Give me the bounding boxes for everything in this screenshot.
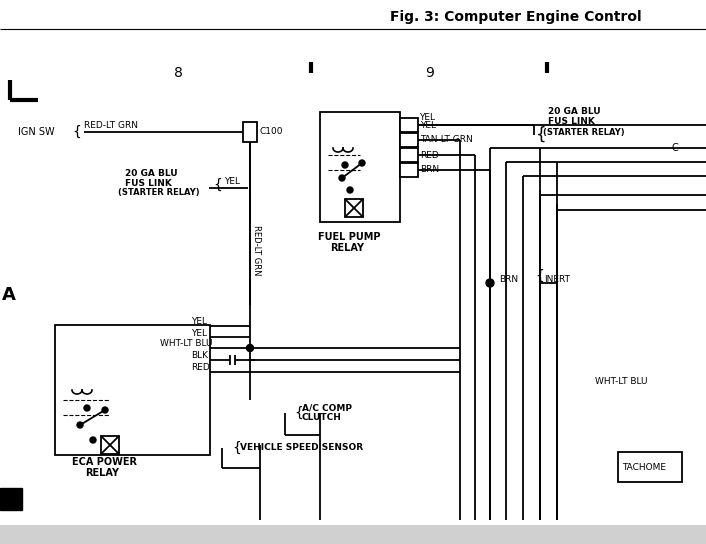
Text: TACHOME: TACHOME (622, 462, 666, 472)
Bar (400, 133, 418, 147)
Text: RED-LT GRN: RED-LT GRN (84, 121, 138, 129)
Text: {: { (232, 441, 241, 455)
Bar (101, 436, 119, 454)
Bar (345, 199, 363, 217)
Text: RED: RED (420, 151, 438, 159)
Circle shape (90, 437, 96, 443)
Text: Fig. 3: Computer Engine Control: Fig. 3: Computer Engine Control (390, 10, 642, 24)
Text: YEL: YEL (420, 121, 436, 129)
Text: BLK: BLK (191, 351, 208, 361)
Bar (618, 452, 682, 482)
Text: {: { (72, 125, 81, 139)
Text: (STARTER RELAY): (STARTER RELAY) (543, 127, 625, 137)
Text: RELAY: RELAY (330, 243, 364, 253)
Bar (400, 148, 418, 162)
Text: {: { (536, 126, 546, 144)
Circle shape (359, 160, 365, 166)
Circle shape (77, 422, 83, 428)
Circle shape (339, 175, 345, 181)
Text: BRN: BRN (420, 165, 439, 175)
Bar (243, 122, 257, 142)
Text: 9: 9 (426, 66, 434, 80)
Circle shape (347, 187, 353, 193)
Bar (400, 163, 418, 177)
Text: FUS LINK: FUS LINK (125, 178, 172, 188)
Text: YEL: YEL (191, 329, 208, 337)
Bar (320, 112, 400, 222)
Text: 20 GA BLU: 20 GA BLU (548, 108, 601, 116)
Text: {: { (535, 269, 544, 283)
Bar (0, 488, 22, 510)
Text: A/C COMP: A/C COMP (302, 404, 352, 412)
Text: INERT: INERT (544, 275, 570, 285)
Bar (0, 525, 706, 544)
Text: {: { (213, 178, 222, 192)
Text: RED: RED (191, 363, 210, 373)
Text: {: { (294, 406, 303, 420)
Circle shape (246, 344, 253, 351)
Text: TAN-LT GRN: TAN-LT GRN (420, 135, 473, 145)
Text: WHT-LT BLU: WHT-LT BLU (595, 378, 647, 386)
Text: C100: C100 (260, 127, 284, 137)
Circle shape (342, 162, 348, 168)
Bar (400, 118, 418, 132)
Text: RELAY: RELAY (85, 468, 119, 478)
Text: (STARTER RELAY): (STARTER RELAY) (118, 189, 200, 197)
Circle shape (84, 405, 90, 411)
Text: YEL: YEL (191, 318, 208, 326)
Text: IGN SW: IGN SW (18, 127, 54, 137)
Text: ECA POWER: ECA POWER (72, 457, 137, 467)
Circle shape (486, 279, 494, 287)
Bar (55, 325, 210, 455)
Text: VEHICLE SPEED SENSOR: VEHICLE SPEED SENSOR (240, 443, 363, 453)
Text: YEL: YEL (224, 176, 240, 186)
Text: YEL: YEL (419, 114, 435, 122)
Text: WHT-LT BLU: WHT-LT BLU (160, 339, 213, 349)
Text: 20 GA BLU: 20 GA BLU (125, 169, 178, 177)
Text: 8: 8 (174, 66, 182, 80)
Text: RED-LT GRN: RED-LT GRN (251, 225, 261, 275)
Text: A: A (2, 286, 16, 304)
Text: CLUTCH: CLUTCH (302, 413, 342, 423)
Text: FUS LINK: FUS LINK (548, 118, 595, 127)
Text: C: C (672, 143, 678, 153)
Text: BRN: BRN (499, 275, 518, 285)
Circle shape (102, 407, 108, 413)
Text: FUEL PUMP: FUEL PUMP (318, 232, 381, 242)
